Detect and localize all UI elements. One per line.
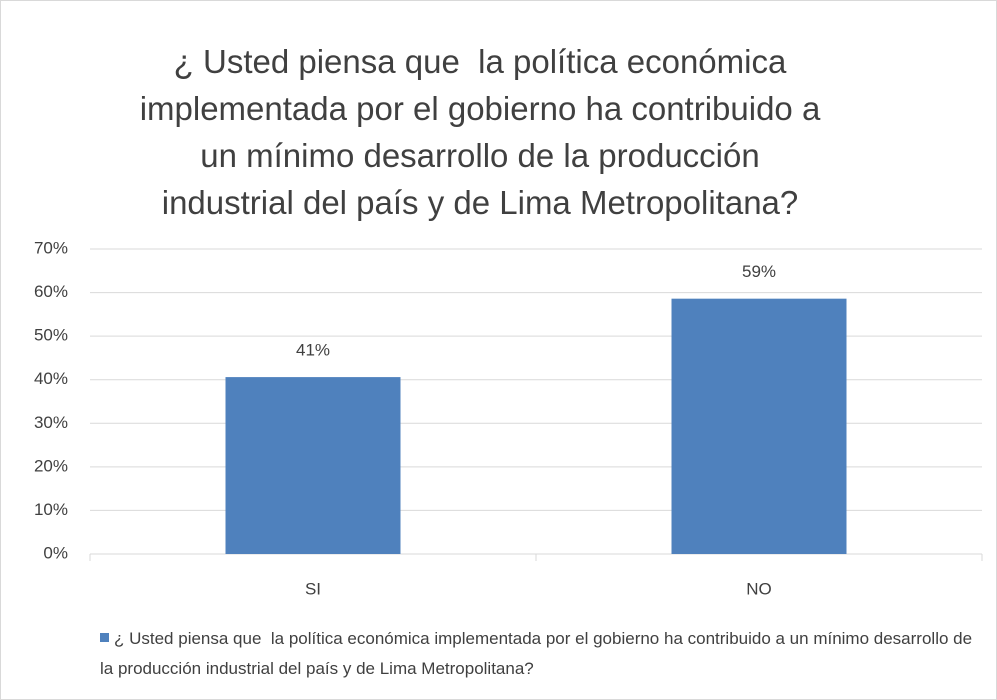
legend-key xyxy=(100,633,109,642)
data-label: 41% xyxy=(296,341,330,360)
chart-title: ¿ Usted piensa que la política económica… xyxy=(139,43,830,221)
bar xyxy=(225,377,401,554)
y-tick-label: 10% xyxy=(34,500,68,519)
legend: ¿ Usted piensa que la política económica… xyxy=(100,624,980,684)
legend-label: ¿ Usted piensa que la política económica… xyxy=(100,629,977,678)
y-tick-label: 40% xyxy=(34,369,68,388)
bar xyxy=(671,298,847,554)
y-tick-label: 30% xyxy=(34,413,68,432)
y-tick-label: 70% xyxy=(34,238,68,257)
data-label: 59% xyxy=(742,262,776,281)
y-tick-label: 50% xyxy=(34,326,68,345)
y-tick-label: 60% xyxy=(34,282,68,301)
x-tick-label: SI xyxy=(305,579,321,598)
y-tick-label: 20% xyxy=(34,456,68,475)
x-tick-label: NO xyxy=(746,579,772,598)
y-tick-label: 0% xyxy=(43,543,68,562)
